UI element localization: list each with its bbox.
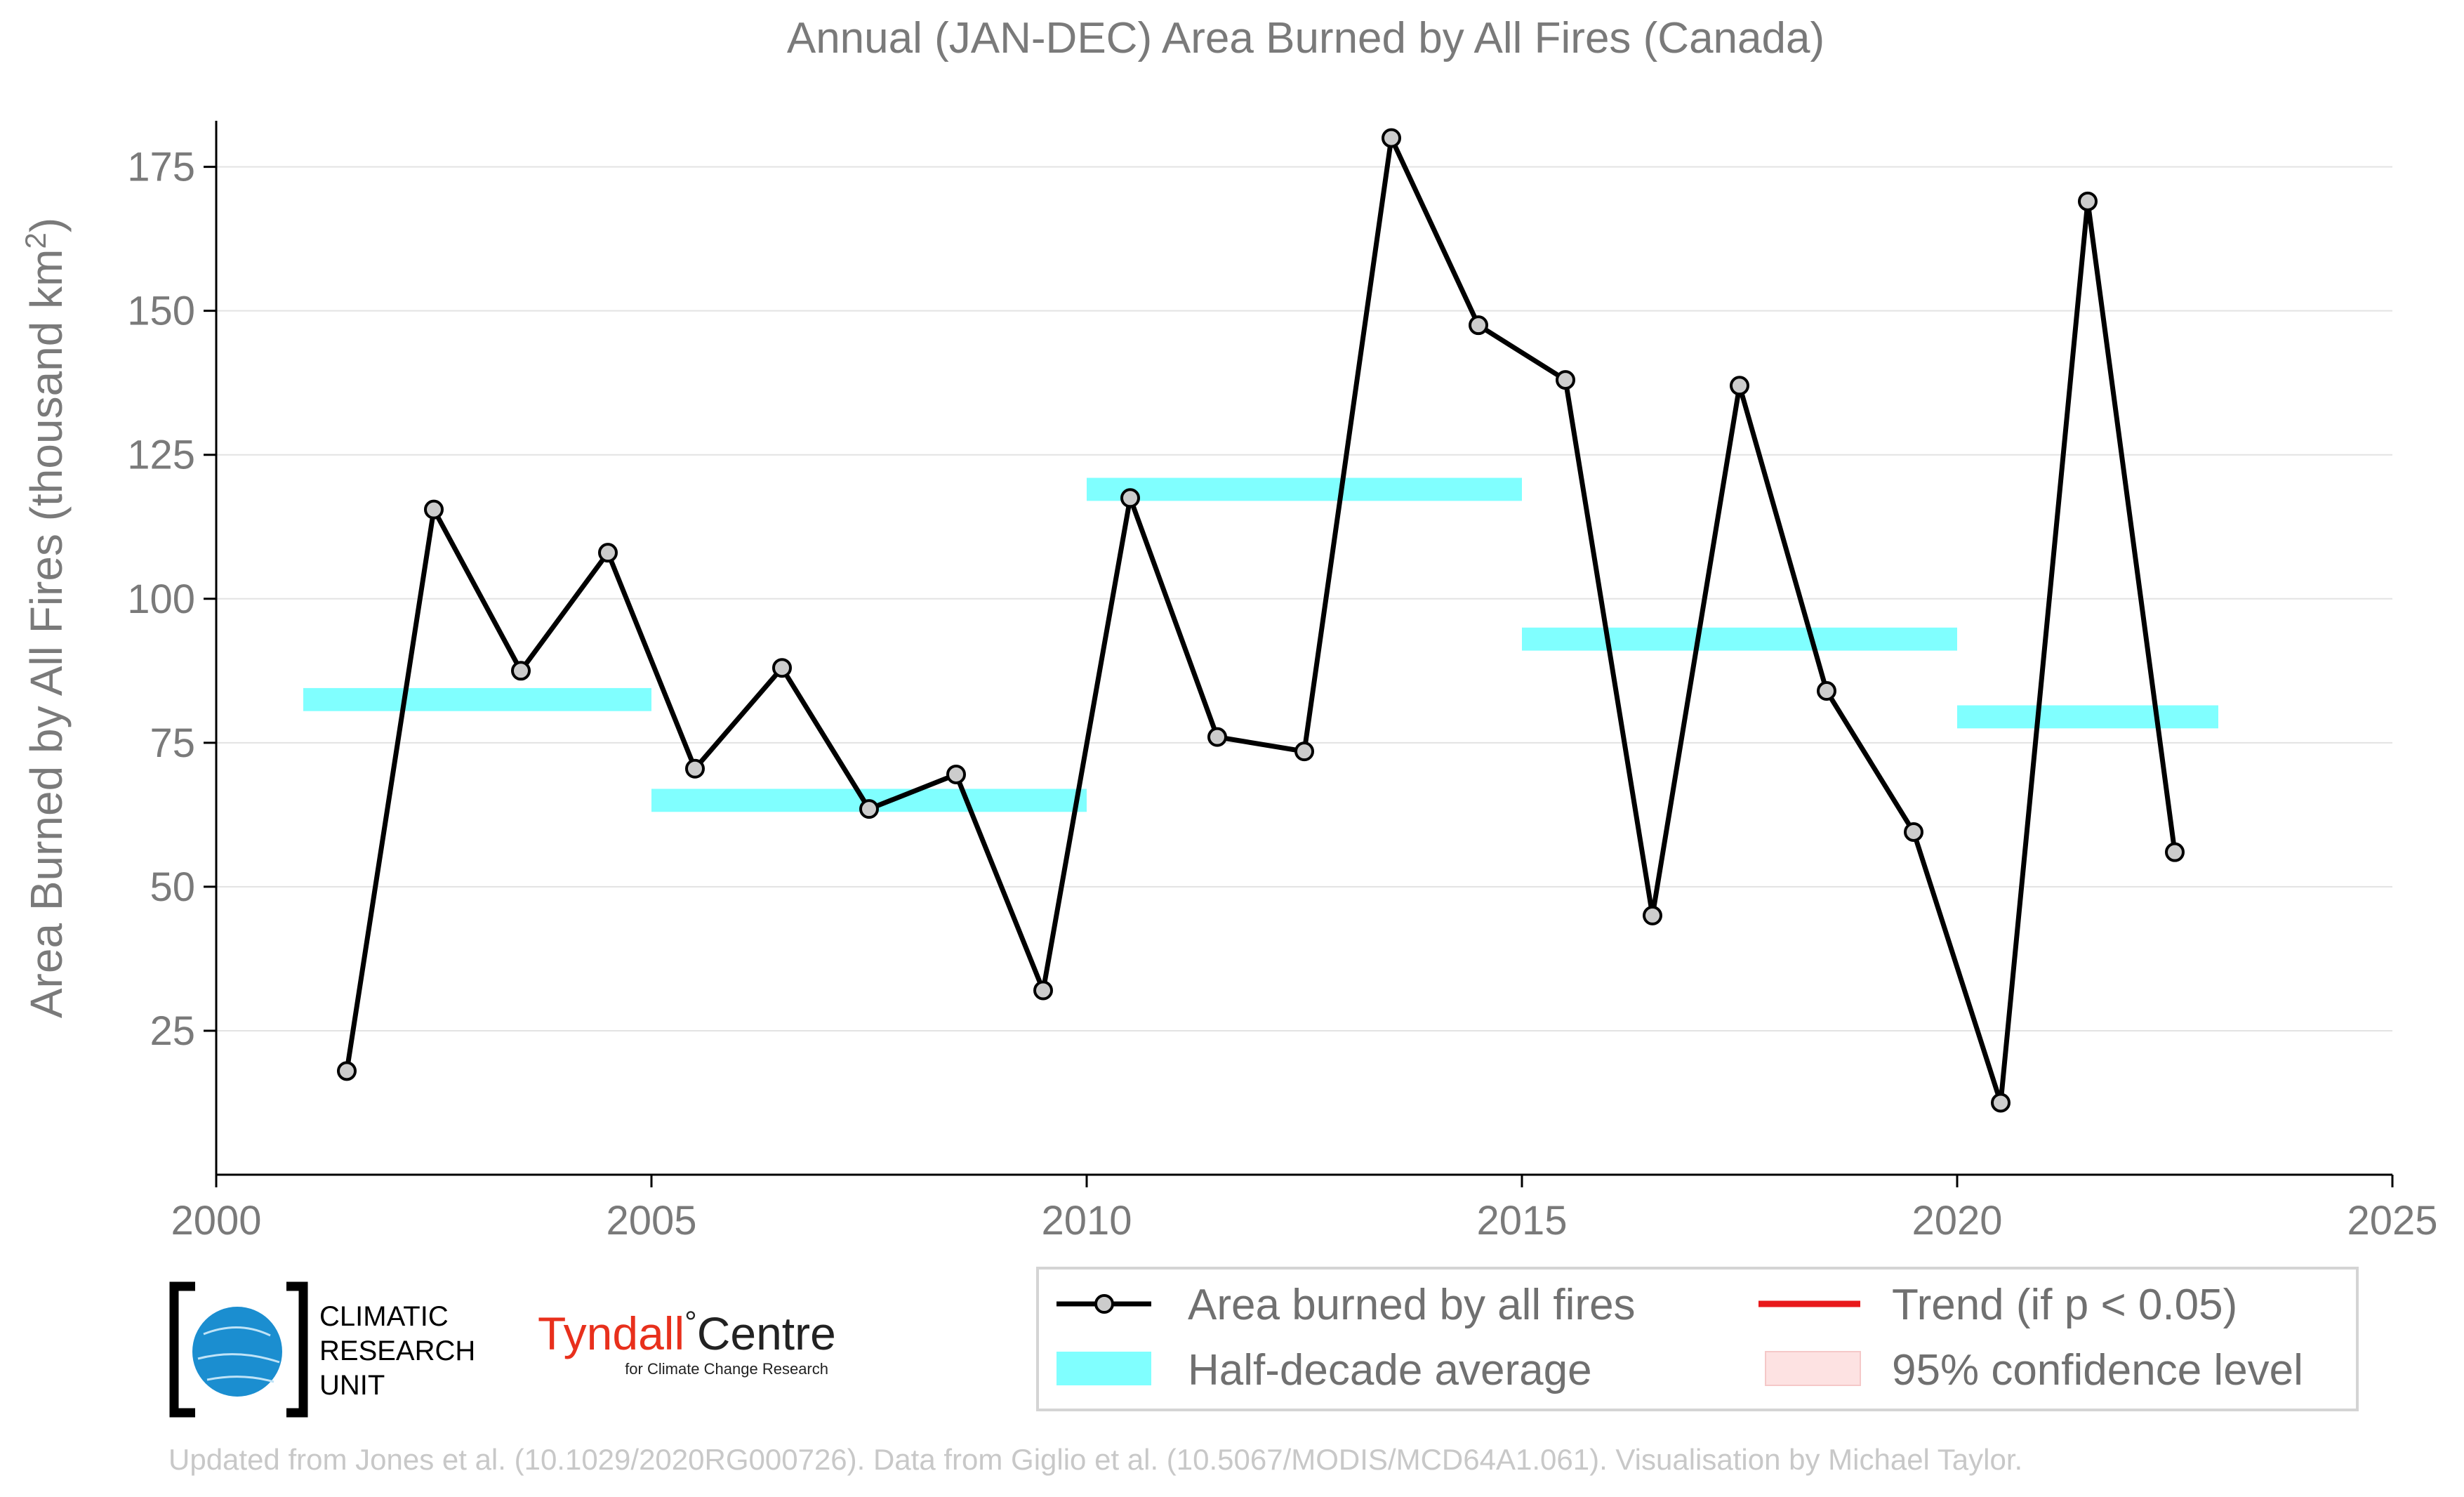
legend-swatch-confidence bbox=[1765, 1351, 1861, 1386]
data-point-7 bbox=[946, 764, 966, 784]
legend-swatch-half-decade bbox=[1057, 1352, 1151, 1385]
axes: 25 50 75 100 125 150 175 2000 2005 2010 2015 2020 20… bbox=[127, 121, 2438, 1244]
tyndall-wordmark: Tyndall°Centre bbox=[538, 1305, 836, 1360]
y-axis-label-sup: 2 bbox=[19, 232, 52, 249]
data-point-0 bbox=[337, 1061, 357, 1081]
half-decade-bar-2 bbox=[1087, 477, 1522, 501]
data-point-11 bbox=[1294, 741, 1314, 762]
globe-contour bbox=[197, 1326, 280, 1383]
data-point-8 bbox=[1033, 980, 1053, 1001]
data-point-4 bbox=[685, 758, 705, 779]
cru-logo: CLIMATIC RESEARCH UNIT bbox=[169, 1281, 475, 1418]
half-decade-bar-0 bbox=[303, 687, 651, 711]
cru-text-line-2: RESEARCH bbox=[319, 1336, 475, 1366]
data-point-20 bbox=[2078, 191, 2098, 211]
data-point-2 bbox=[511, 661, 531, 681]
cru-text-line-1: CLIMATIC bbox=[319, 1301, 449, 1332]
half-decade-bar-4 bbox=[1957, 705, 2218, 729]
globe-icon bbox=[192, 1307, 282, 1397]
y-tick-label-150: 150 bbox=[127, 289, 195, 334]
cru-bracket-right bbox=[286, 1281, 308, 1418]
y-tick-label-100: 100 bbox=[127, 576, 195, 622]
y-axis-label-main: Area Burned by All Fires (thousand km bbox=[21, 249, 72, 1019]
legend-label-confidence: 95% confidence level bbox=[1892, 1346, 2303, 1394]
x-tick-label-2000: 2000 bbox=[171, 1198, 261, 1244]
x-tick-label-2015: 2015 bbox=[1476, 1198, 1567, 1244]
y-tick-label-50: 50 bbox=[150, 864, 195, 910]
y-tick-label-175: 175 bbox=[127, 145, 195, 190]
tyndall-name: Tyndall bbox=[538, 1307, 684, 1359]
y-axis-label: Area Burned by All Fires (thousand km2) bbox=[19, 218, 72, 1018]
data-point-14 bbox=[1556, 370, 1575, 390]
data-point-13 bbox=[1469, 315, 1488, 336]
y-tick-label-125: 125 bbox=[127, 433, 195, 478]
legend-label-series: Area burned by all fires bbox=[1188, 1281, 1636, 1329]
series-area-burned bbox=[337, 128, 2185, 1113]
data-point-6 bbox=[859, 799, 879, 819]
chart-title: Annual (JAN-DEC) Area Burned by All Fire… bbox=[787, 14, 1824, 62]
cru-bracket-left bbox=[169, 1281, 195, 1418]
legend: Area burned by all fires Trend (if p < 0… bbox=[1036, 1267, 2359, 1411]
legend-label-half-decade: Half-decade average bbox=[1188, 1346, 1592, 1394]
series-line bbox=[344, 136, 2178, 1105]
y-axis-label-end: ) bbox=[21, 218, 72, 232]
half-decade-bar-3 bbox=[1522, 627, 1957, 651]
data-point-18 bbox=[1904, 822, 1923, 842]
x-tick-label-2010: 2010 bbox=[1041, 1198, 1132, 1244]
x-tick-label-2005: 2005 bbox=[606, 1198, 696, 1244]
tyndall-centre: Centre bbox=[697, 1307, 836, 1359]
legend-frame bbox=[1036, 1267, 2359, 1411]
gridlines bbox=[216, 166, 2392, 1031]
data-point-1 bbox=[424, 499, 444, 520]
footer-credit: Updated from Jones et al. (10.1029/2020R… bbox=[168, 1443, 2022, 1476]
data-point-17 bbox=[1817, 681, 1836, 701]
tyndall-subtitle: for Climate Change Research bbox=[625, 1360, 828, 1378]
data-point-19 bbox=[1991, 1093, 2011, 1113]
data-point-21 bbox=[2165, 842, 2185, 862]
legend-swatch-marker bbox=[1094, 1294, 1114, 1314]
y-tick-label-75: 75 bbox=[150, 720, 195, 766]
data-point-12 bbox=[1382, 128, 1401, 148]
data-point-10 bbox=[1207, 727, 1227, 747]
x-tick-label-2025: 2025 bbox=[2347, 1198, 2437, 1244]
tyndall-degree: ° bbox=[684, 1305, 697, 1340]
data-point-15 bbox=[1643, 905, 1662, 925]
cru-text-line-3: UNIT bbox=[319, 1370, 385, 1401]
data-point-5 bbox=[772, 658, 792, 678]
data-point-3 bbox=[598, 543, 618, 563]
tyndall-logo: Tyndall°Centre for Climate Change Resear… bbox=[538, 1305, 836, 1378]
legend-label-trend: Trend (if p < 0.05) bbox=[1892, 1281, 2237, 1329]
half-decade-bands bbox=[303, 477, 2218, 812]
x-tick-label-2020: 2020 bbox=[1912, 1198, 2002, 1244]
data-point-9 bbox=[1120, 488, 1140, 508]
y-tick-label-25: 25 bbox=[150, 1008, 195, 1054]
data-point-16 bbox=[1730, 376, 1749, 396]
